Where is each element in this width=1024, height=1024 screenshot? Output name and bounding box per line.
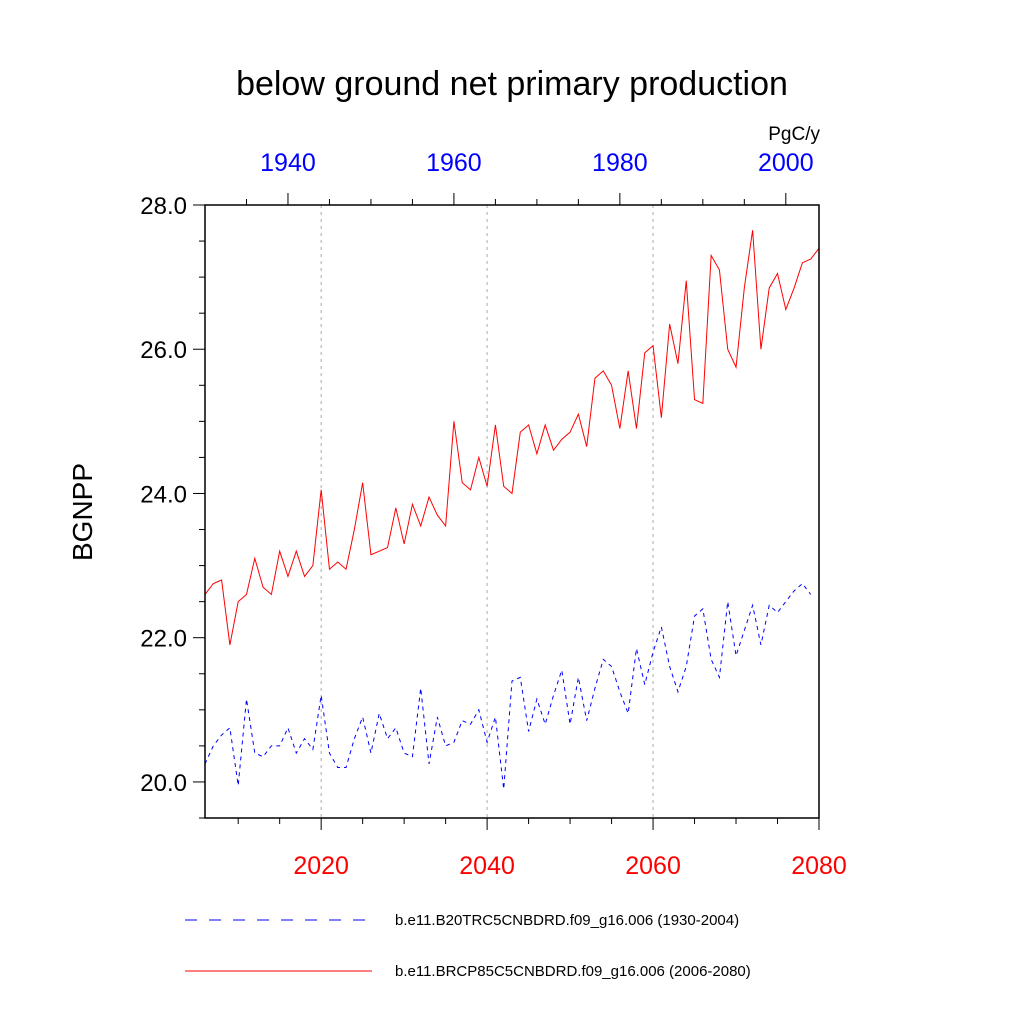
y-tick-label: 28.0 (140, 193, 187, 220)
gridlines (320, 205, 654, 818)
y-tick-label: 24.0 (140, 481, 187, 508)
y-tick-label: 22.0 (140, 626, 187, 653)
axis-ticks (193, 193, 820, 830)
y-axis-label: BGNPP (67, 463, 98, 561)
units-label: PgC/y (768, 124, 820, 145)
bottom-x-tick-label: 2020 (293, 852, 349, 880)
y-tick-label: 26.0 (140, 337, 187, 364)
top-x-tick-label: 1980 (592, 149, 648, 177)
series-line-rcp85 (204, 230, 820, 646)
bottom-x-tick-labels: 2020 2040 2060 2080 (293, 852, 846, 880)
legend-label-historical: b.e11.B20TRC5CNBDRD.f09_g16.006 (1930-20… (395, 912, 739, 929)
series-line-historical (204, 582, 812, 790)
top-x-tick-labels: 1940 1960 1980 2000 (260, 149, 813, 177)
plot-frame (204, 204, 820, 819)
top-x-tick-label: 1940 (260, 149, 316, 177)
top-x-tick-label: 1960 (426, 149, 482, 177)
bottom-x-tick-label: 2080 (791, 852, 847, 880)
y-tick-labels: 20.0 22.0 24.0 26.0 28.0 (140, 193, 187, 797)
top-x-tick-label: 2000 (758, 149, 814, 177)
chart-title: below ground net primary production (236, 65, 788, 103)
legend: b.e11.B20TRC5CNBDRD.f09_g16.006 (1930-20… (185, 912, 751, 980)
bottom-x-tick-label: 2060 (625, 852, 681, 880)
y-tick-label: 20.0 (140, 770, 187, 797)
series-layer (204, 230, 820, 790)
legend-label-rcp85: b.e11.BRCP85C5CNBDRD.f09_g16.006 (2006-2… (395, 963, 751, 980)
bottom-x-tick-label: 2040 (459, 852, 515, 880)
